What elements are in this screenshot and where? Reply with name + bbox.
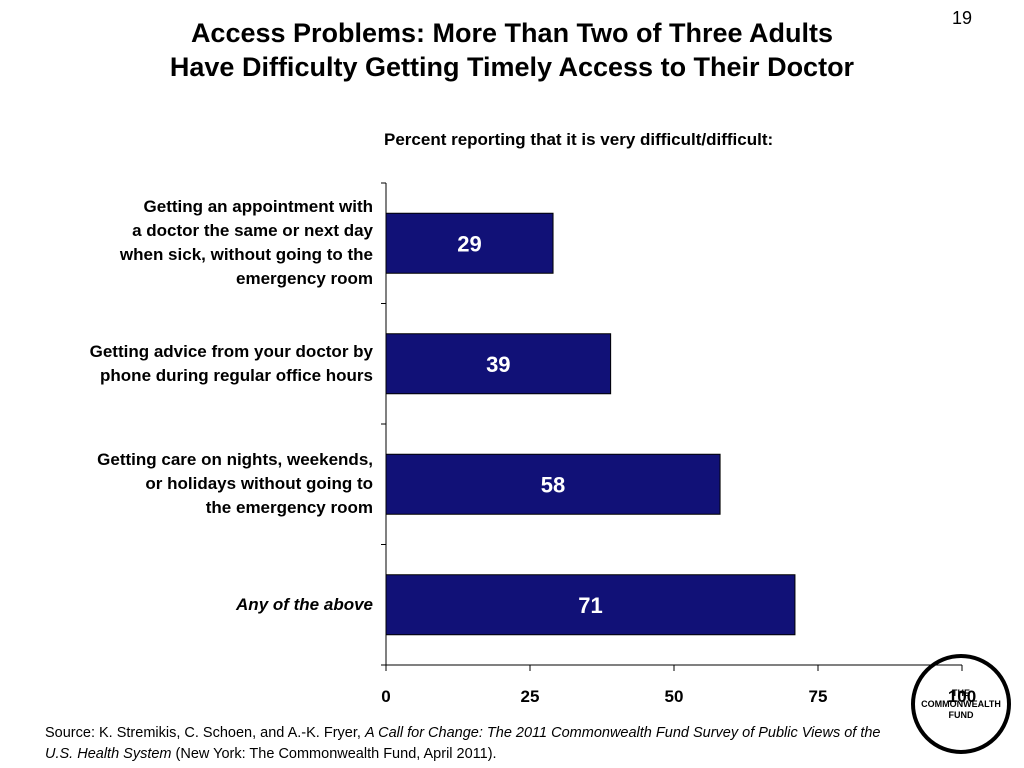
title-line-1: Access Problems: More Than Two of Three … [190, 18, 834, 48]
category-label-2-line-2: phone during regular office hours [100, 365, 373, 385]
x-tick-label-0: 0 [381, 687, 390, 706]
chart-subtitle: Percent reporting that it is very diffic… [384, 130, 774, 149]
x-tick-label-3: 75 [809, 687, 828, 706]
bar-value-label-2: 39 [486, 352, 510, 377]
logo-line-1: THE [952, 687, 970, 698]
bar-4 [385, 574, 796, 636]
source-note: Source: K. Stremikis, C. Schoen, and A.-… [45, 723, 905, 765]
source-prefix: Source: K. Stremikis, C. Schoen, and A.-… [45, 725, 365, 741]
logo-line-3: FUND [948, 709, 974, 720]
category-label-3-line-1: Getting care on nights, weekends, [97, 450, 373, 470]
category-label-1-line-2: a doctor the same or next day [132, 221, 373, 241]
category-label-1-line-4: emergency room [236, 269, 373, 289]
category-label-2: Getting advice from your doctor by phone … [20, 340, 373, 388]
category-label-1-line-1: Getting an appointment with [143, 197, 373, 217]
category-label-2-line-1: Getting advice from your doctor by [89, 341, 373, 361]
category-label-3: Getting care on nights, weekends, or holi… [20, 448, 373, 520]
x-tick-label-1: 25 [521, 687, 540, 706]
bar-value-label-1: 29 [457, 231, 481, 256]
page-title: Access Problems: More Than Two of Three … [0, 16, 1024, 84]
category-label-3-line-3: the emergency room [205, 498, 373, 518]
commonwealth-fund-logo: THE COMMONWEALTH FUND [911, 654, 1011, 754]
category-label-4: Any of the above [20, 593, 373, 617]
category-label-1-line-3: when sick, without going to the [119, 245, 373, 265]
category-label-1: Getting an appointment with a doctor the … [20, 195, 373, 291]
source-suffix: (New York: The Commonwealth Fund, April … [171, 746, 497, 762]
category-label-3-line-2: or holidays without going to [145, 474, 373, 494]
bar-2 [385, 333, 612, 395]
logo-line-2: COMMONWEALTH [921, 698, 1001, 709]
x-tick-label-2: 50 [665, 687, 684, 706]
title-line-2: Have Difficulty Getting Timely Access to… [169, 52, 855, 82]
slide-number: 19 [951, 8, 972, 28]
source-title: A Call for Change: The 2011 Commonwealth… [45, 725, 881, 762]
category-label-4-line-1: Any of the above [236, 594, 373, 614]
bar-value-label-4: 71 [578, 593, 602, 618]
bar-value-label-3: 58 [541, 472, 565, 497]
bar-3 [385, 453, 721, 515]
